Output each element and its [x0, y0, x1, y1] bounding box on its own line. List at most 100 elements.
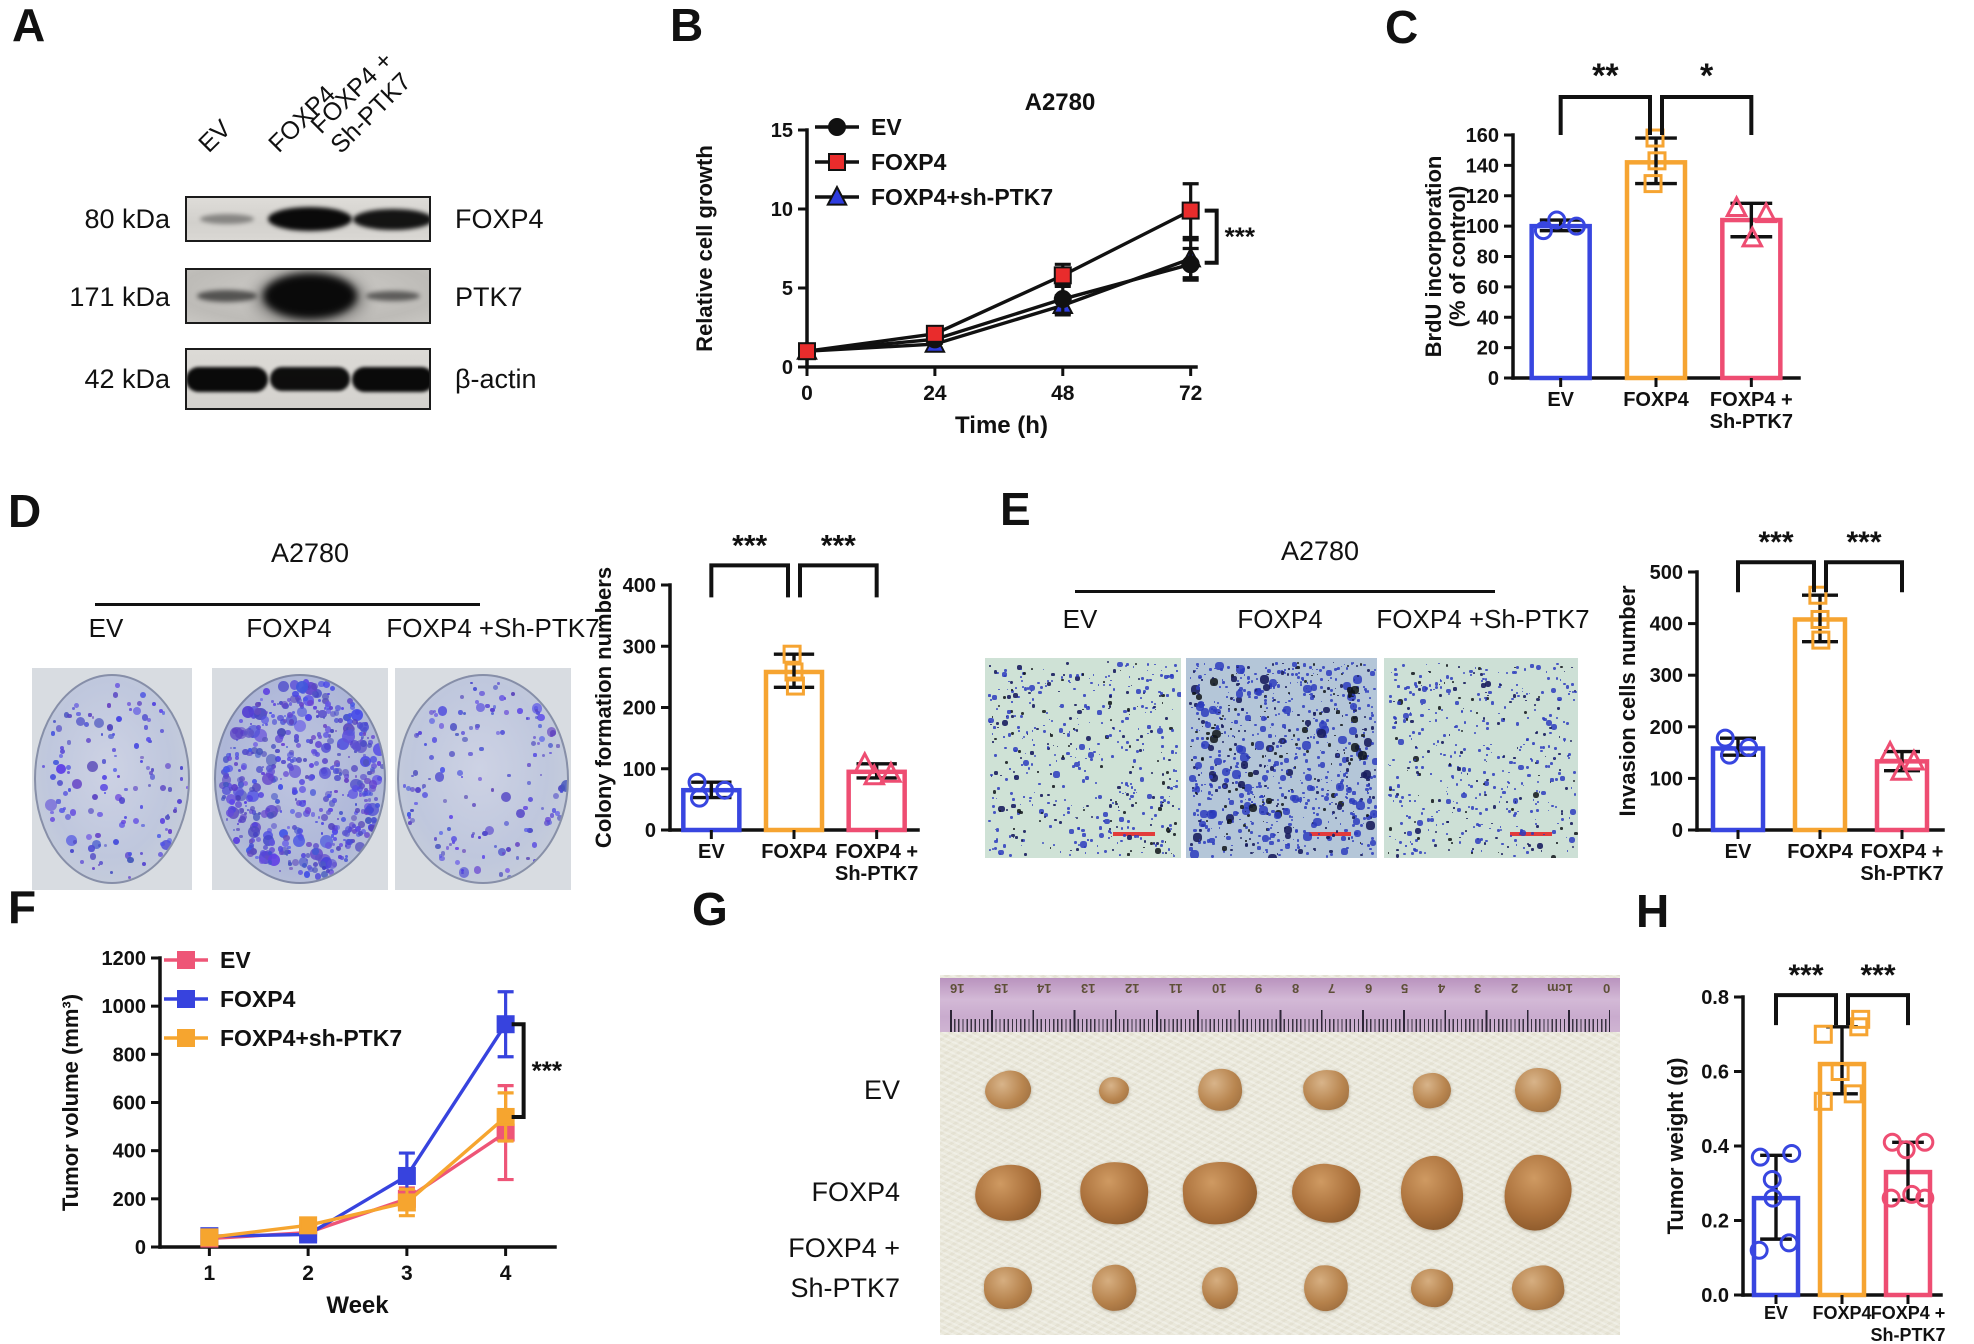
cell-speck [1011, 689, 1013, 691]
colony-dot [342, 713, 351, 722]
cell-speck [1030, 690, 1033, 692]
cell-speck [1194, 782, 1198, 786]
ruler-number: 15 [993, 981, 1009, 996]
cell-speck [1433, 688, 1436, 691]
cell-speck [1451, 811, 1454, 813]
scale-bar [1309, 832, 1351, 836]
colony-dot [112, 839, 119, 846]
cell-speck [1118, 817, 1124, 823]
cell-speck [1463, 681, 1466, 685]
colony-dot [539, 773, 543, 777]
cell-speck [1108, 701, 1112, 705]
colony-dot [110, 871, 113, 874]
cell-speck [1552, 666, 1556, 670]
cell-speck [1318, 807, 1321, 810]
cell-speck [1235, 764, 1239, 768]
cell-speck [1324, 776, 1328, 779]
cell-speck [1498, 801, 1501, 803]
colony-dot [437, 705, 448, 716]
svg-text:1: 1 [204, 1262, 216, 1285]
cell-speck [1002, 719, 1009, 727]
cell-speck [1140, 677, 1144, 681]
cell-speck [1207, 744, 1214, 751]
cell-speck [1233, 742, 1237, 746]
panel-h-letter: H [1636, 885, 1670, 937]
cell-speck [1198, 819, 1201, 823]
cell-speck [1508, 771, 1510, 774]
colony-dot [99, 861, 104, 866]
cell-speck [1282, 708, 1286, 713]
cell-speck [1461, 832, 1465, 836]
cell-speck [1081, 828, 1085, 833]
cell-speck [1477, 692, 1481, 696]
cell-speck [1326, 781, 1328, 784]
cell-speck [1108, 684, 1111, 686]
colony-dot [514, 841, 520, 847]
cell-speck [1314, 797, 1317, 801]
cell-speck [1075, 673, 1079, 678]
cell-speck [1047, 747, 1051, 751]
cell-speck [1507, 810, 1511, 814]
cell-speck [1086, 804, 1089, 808]
cell-speck [1261, 775, 1268, 782]
cell-speck [1307, 737, 1309, 739]
cell-speck [1400, 804, 1403, 807]
colony-dot [286, 698, 291, 703]
colony-dot [50, 817, 55, 823]
cell-speck [1090, 681, 1093, 685]
cell-speck [1097, 683, 1100, 686]
colony-dot [146, 766, 151, 771]
cell-speck [1321, 750, 1325, 754]
cell-speck [1096, 844, 1099, 847]
cell-speck [1373, 668, 1377, 672]
cell-speck [1292, 767, 1295, 769]
cell-speck [1173, 663, 1177, 667]
cell-speck [1262, 799, 1265, 801]
cell-speck [1468, 768, 1472, 772]
colony-dot [97, 811, 103, 818]
cell-speck [1266, 769, 1270, 774]
cell-speck [1159, 800, 1163, 804]
cell-speck [1340, 665, 1343, 668]
cell-speck [1570, 787, 1573, 790]
colony-dot [116, 774, 121, 779]
cell-speck [1081, 708, 1084, 711]
cell-speck [1210, 827, 1212, 830]
colony-dot [225, 809, 234, 818]
colony-dot [277, 702, 280, 705]
cell-speck [1115, 802, 1118, 806]
cell-speck [1502, 790, 1506, 795]
cell-speck [1047, 681, 1052, 686]
cell-speck [1327, 687, 1331, 691]
cell-speck [1568, 693, 1570, 695]
cell-speck [1135, 688, 1141, 694]
cell-speck [1244, 826, 1248, 830]
colony-dot [408, 816, 412, 820]
cell-speck [1321, 666, 1326, 670]
bar-FOXP4Sh-PTK7 [1720, 194, 1783, 381]
cell-speck [1558, 768, 1561, 771]
cell-speck [1316, 779, 1320, 783]
cell-speck [1485, 699, 1488, 702]
cell-speck [1572, 691, 1575, 694]
colony-dot [271, 719, 278, 726]
svg-text:0.8: 0.8 [1701, 987, 1729, 1009]
cell-speck [1058, 728, 1064, 733]
cell-speck [1160, 839, 1164, 843]
cell-speck [1481, 683, 1487, 689]
cell-speck [1269, 727, 1271, 729]
cell-speck [1235, 690, 1244, 698]
colony-dot [408, 821, 412, 826]
colony-dot [165, 762, 172, 769]
colony-dot [260, 810, 268, 818]
colony-dot [293, 734, 300, 740]
cell-speck [1316, 708, 1319, 712]
cell-speck [1455, 744, 1458, 747]
cell-speck [1068, 674, 1072, 678]
panel-f-letter: F [8, 881, 37, 933]
bar-EV [1529, 210, 1592, 381]
cell-speck [1205, 819, 1208, 822]
colony-dot [112, 747, 117, 752]
cell-speck [1231, 676, 1237, 682]
cell-speck [1096, 742, 1100, 746]
